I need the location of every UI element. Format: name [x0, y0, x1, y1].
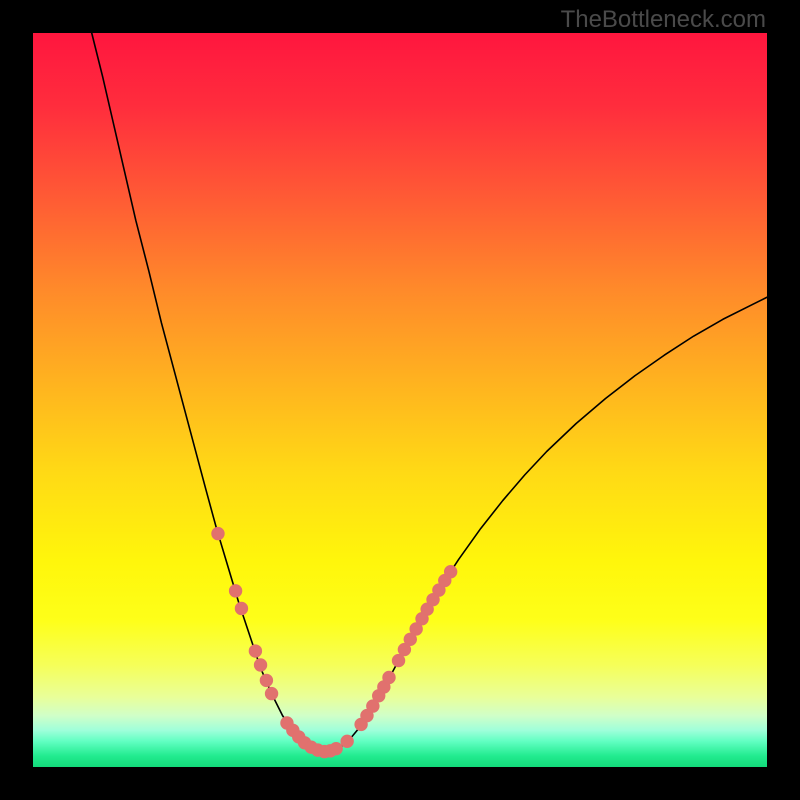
data-marker	[235, 602, 247, 614]
bottleneck-curve	[92, 33, 767, 753]
plot-area	[33, 33, 767, 767]
data-marker	[260, 674, 272, 686]
watermark-text: TheBottleneck.com	[561, 6, 766, 34]
data-marker	[229, 585, 241, 597]
data-marker	[254, 659, 266, 671]
data-marker	[249, 645, 261, 657]
data-marker	[265, 687, 277, 699]
chart-container: TheBottleneck.com	[0, 0, 800, 800]
data-markers	[212, 527, 457, 757]
data-marker	[392, 654, 404, 666]
data-marker	[383, 671, 395, 683]
data-marker	[444, 566, 456, 578]
data-marker	[212, 527, 224, 539]
curve-layer	[33, 33, 767, 767]
data-marker	[341, 735, 353, 747]
data-marker	[330, 742, 342, 754]
